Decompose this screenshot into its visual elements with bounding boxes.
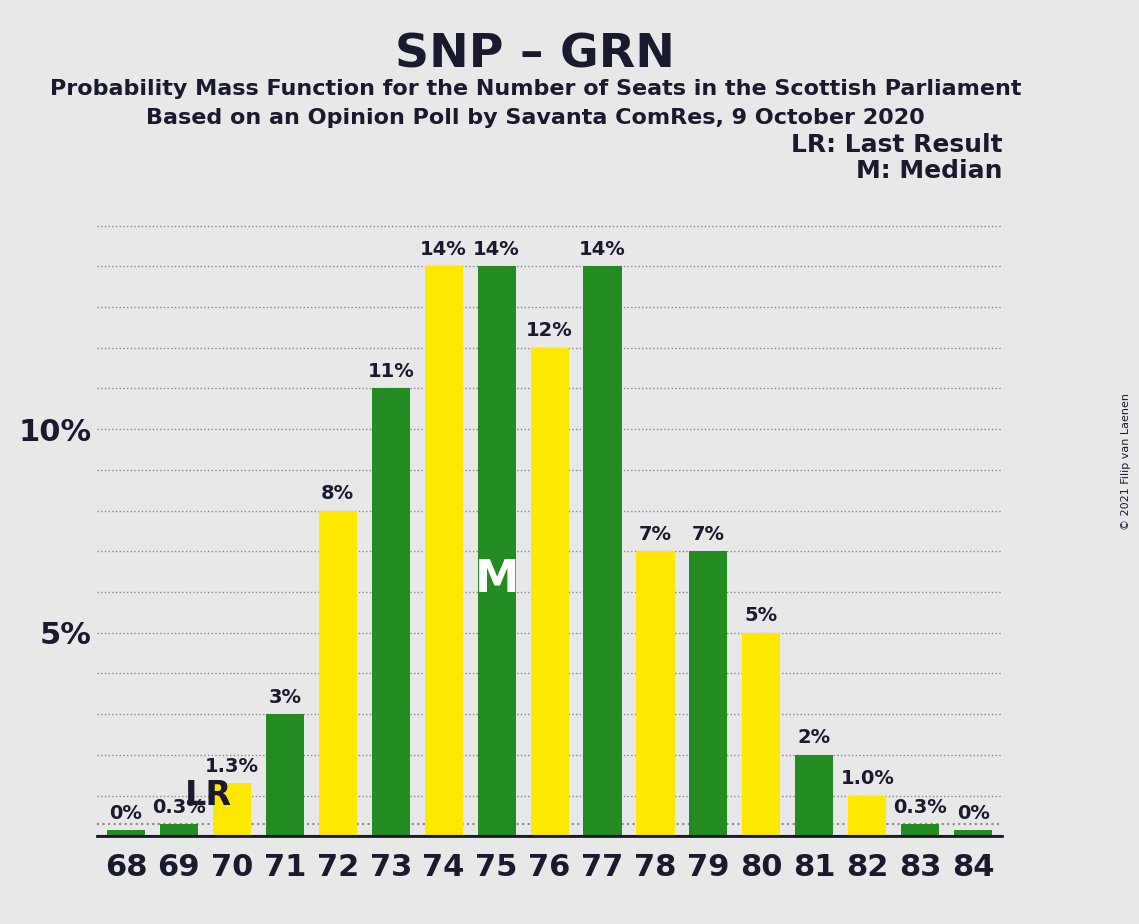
Bar xyxy=(901,824,940,836)
Text: 5%: 5% xyxy=(745,606,778,626)
Text: 2%: 2% xyxy=(797,728,830,748)
Text: LR: LR xyxy=(185,779,231,812)
Text: 0%: 0% xyxy=(957,804,990,822)
Text: M: M xyxy=(475,558,518,602)
Text: 1.3%: 1.3% xyxy=(205,757,259,776)
Text: 8%: 8% xyxy=(321,484,354,504)
Text: SNP – GRN: SNP – GRN xyxy=(395,32,675,78)
Bar xyxy=(954,830,992,836)
Bar xyxy=(425,266,462,836)
Text: M: Median: M: Median xyxy=(855,159,1002,183)
Bar xyxy=(159,824,198,836)
Text: 14%: 14% xyxy=(579,240,626,259)
Text: Probability Mass Function for the Number of Seats in the Scottish Parliament: Probability Mass Function for the Number… xyxy=(50,79,1021,99)
Text: © 2021 Filip van Laenen: © 2021 Filip van Laenen xyxy=(1121,394,1131,530)
Bar xyxy=(689,552,728,836)
Bar xyxy=(743,633,780,836)
Bar xyxy=(637,552,674,836)
Bar xyxy=(371,388,410,836)
Bar xyxy=(531,347,568,836)
Bar xyxy=(107,830,145,836)
Text: 14%: 14% xyxy=(473,240,521,259)
Text: 0%: 0% xyxy=(109,804,142,822)
Text: 0.3%: 0.3% xyxy=(893,797,948,817)
Bar xyxy=(583,266,622,836)
Text: LR: Last Result: LR: Last Result xyxy=(790,133,1002,157)
Text: 3%: 3% xyxy=(269,687,302,707)
Bar xyxy=(319,510,357,836)
Bar xyxy=(477,266,516,836)
Text: 12%: 12% xyxy=(526,322,573,340)
Bar xyxy=(849,796,886,836)
Bar xyxy=(265,714,304,836)
Text: 1.0%: 1.0% xyxy=(841,769,894,788)
Text: 7%: 7% xyxy=(691,525,724,544)
Bar xyxy=(795,755,834,836)
Text: 11%: 11% xyxy=(368,362,415,381)
Text: 7%: 7% xyxy=(639,525,672,544)
Bar xyxy=(213,784,251,836)
Text: Based on an Opinion Poll by Savanta ComRes, 9 October 2020: Based on an Opinion Poll by Savanta ComR… xyxy=(146,108,925,128)
Text: 0.3%: 0.3% xyxy=(151,797,206,817)
Text: 14%: 14% xyxy=(420,240,467,259)
